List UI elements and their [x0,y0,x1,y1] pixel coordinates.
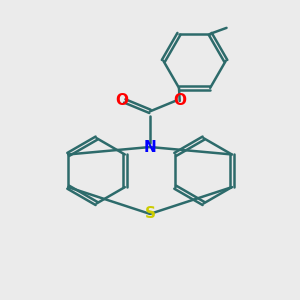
Text: S: S [145,206,155,221]
Text: O: O [115,94,128,109]
Text: O: O [173,94,186,109]
Text: N: N [144,140,156,154]
